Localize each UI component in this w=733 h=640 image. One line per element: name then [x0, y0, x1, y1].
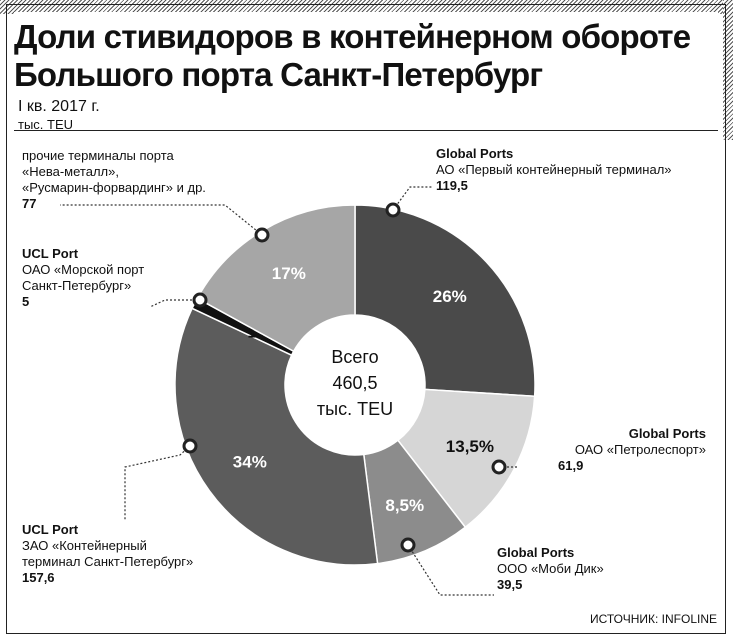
- label-pkt: Global Ports АО «Первый контейнерный тер…: [436, 146, 672, 194]
- slice-label-3: 34%: [233, 452, 267, 471]
- leader-dot-1: [491, 459, 507, 475]
- label-ucl-kts-terminal: ЗАО «Контейнерный терминал Санкт-Петербу…: [22, 538, 194, 569]
- leader-dot-3: [182, 438, 198, 454]
- label-pkt-company: Global Ports: [436, 146, 514, 161]
- leader-line-3: [124, 445, 191, 520]
- chart-title-line1: Доли стивидоров в контейнерном обороте: [14, 18, 691, 55]
- label-moby-dik-company: Global Ports: [497, 545, 575, 560]
- slice-5: [196, 204, 356, 353]
- slice-label-0: 26%: [433, 287, 467, 306]
- label-pkt-value: 119,5: [436, 178, 468, 193]
- label-moby-dik: Global Ports ООО «Моби Дик» 39,5: [497, 545, 604, 593]
- slice-1: [396, 388, 536, 529]
- hatched-shadow-right: [723, 0, 733, 140]
- title-box: [14, 12, 718, 131]
- slice-3: [174, 307, 379, 566]
- label-others-value: 77: [22, 196, 37, 211]
- leader-dot-0: [385, 202, 401, 218]
- slice-label-1: 13,5%: [446, 437, 494, 456]
- label-petrolesport: Global Ports ОАО «Петролеспорт» 61,9: [520, 426, 706, 474]
- label-ucl-kts-value: 157,6: [22, 570, 55, 585]
- chart-unit: тыс. TEU: [18, 117, 74, 132]
- label-pkt-terminal: АО «Первый контейнерный терминал»: [436, 162, 672, 177]
- label-ucl-mp-company: UCL Port: [22, 246, 79, 261]
- label-petrolesport-terminal: ОАО «Петролеспорт»: [574, 442, 706, 457]
- donut-hole: [286, 316, 424, 454]
- hatched-shadow-top: [0, 0, 729, 14]
- label-ucl-mp: UCL Port ОАО «Морской порт Санкт-Петербу…: [22, 246, 144, 310]
- chart-frame: [6, 4, 726, 634]
- chart-title-line2: Большого порта Санкт-Петербург: [14, 56, 543, 93]
- label-ucl-mp-terminal: ОАО «Морской порт Санкт-Петербург»: [22, 262, 145, 293]
- label-others-terminal: прочие терминалы порта «Нева-металл», «Р…: [22, 148, 206, 195]
- center-line3: тыс. TEU: [317, 399, 393, 419]
- slice-label-2: 8,5%: [385, 496, 424, 515]
- label-moby-dik-terminal: ООО «Моби Дик»: [497, 561, 604, 576]
- center-line1: Всего: [331, 347, 378, 367]
- source-note: ИСТОЧНИК: INFOLINE: [589, 612, 717, 626]
- label-ucl-kts-company: UCL Port: [22, 522, 79, 537]
- slice-0: [354, 204, 536, 398]
- label-ucl-mp-value: 5: [22, 294, 30, 309]
- label-others: прочие терминалы порта «Нева-металл», «Р…: [22, 148, 206, 212]
- leader-dot-5: [254, 227, 270, 243]
- slice-label-5: 17%: [272, 264, 306, 283]
- chart-title: Доли стивидоров в контейнерном обороте Б…: [14, 18, 691, 94]
- chart-period: I кв. 2017 г.: [18, 98, 100, 115]
- label-petrolesport-company: Global Ports: [628, 426, 706, 441]
- label-petrolesport-value: 61,9: [558, 458, 584, 473]
- center-line2: 460,5: [332, 373, 377, 393]
- leader-line-5: [60, 204, 263, 236]
- label-moby-dik-value: 39,5: [497, 577, 523, 592]
- leader-dot-4: [192, 292, 208, 308]
- leader-line-0: [392, 186, 432, 211]
- leader-dot-2: [400, 537, 416, 553]
- label-ucl-kts: UCL Port ЗАО «Контейнерный терминал Санк…: [22, 522, 193, 586]
